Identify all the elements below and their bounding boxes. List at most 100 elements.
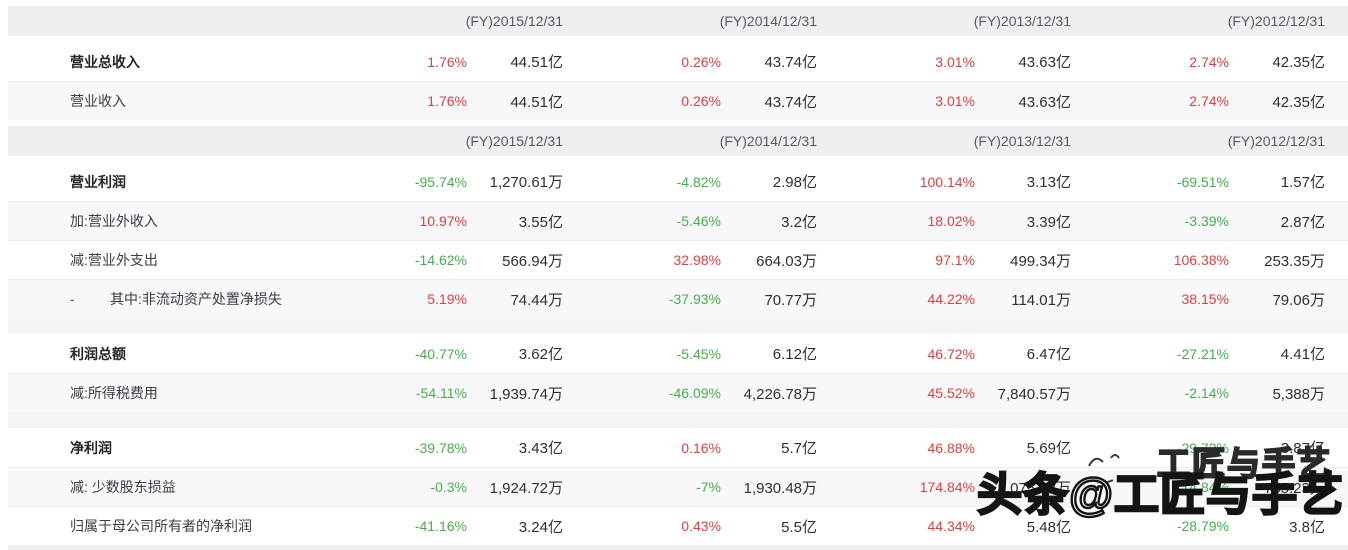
value-cell: 97.1% 499.34万 [840,250,1094,271]
table-row: 减:所得税费用 -54.11% 1,939.74万 -46.09% 4,226.78万 4… [8,373,1348,412]
value-cell: -5.46% 3.2亿 [586,211,840,232]
amount-value: 7,840.57万 [997,385,1071,403]
amount-value: 3.62亿 [518,346,563,363]
column-header-fiscal-year: (FY)2013/12/31 [973,133,1071,149]
value-cell: -40.77% 3.62亿 [332,343,586,364]
row-label: 营业利润 [8,172,332,192]
section-revenue: 营业总收入 1.76% 44.51亿 0.26% 43.74亿 3.01% 43.63亿 2.… [0,42,1348,120]
row-label-text: 营业收入 [70,93,126,109]
change-percent: -69.51% [1176,173,1229,190]
value-cell: 18.02% 3.39亿 [840,211,1094,232]
amount-value: 114.01万 [1011,291,1071,309]
value-cell: 0.43% 5.5亿 [586,516,840,537]
change-percent: 174.84% [919,479,975,495]
amount-value: 755.23万 [1264,479,1325,497]
amount-value: 5.48亿 [1026,518,1071,536]
section-gap [8,412,1348,428]
amount-value: 42.35亿 [1272,93,1325,111]
value-cell: -14.62% 566.94万 [332,250,586,271]
value-cell: 44.22% 114.01万 [840,289,1094,310]
change-percent: 46.72% [927,345,975,362]
row-prefix-dash: - [70,291,75,307]
amount-value: 74.44万 [510,291,563,309]
amount-value: 5.5亿 [781,518,817,536]
amount-value: 44.51亿 [510,93,563,111]
change-percent: -7% [696,479,721,495]
row-label: - 其中:非流动资产处置净损失 [8,289,332,309]
amount-value: 43.74亿 [764,93,817,111]
watermark-echo-text: 工匠与手艺 [1156,444,1332,483]
change-percent: 1.76% [427,53,467,70]
value-cell: 2.74% 42.35亿 [1094,91,1348,112]
value-cell: 100.14% 3.13亿 [840,171,1094,192]
value-cell: -69.51% 1.57亿 [1094,171,1348,192]
change-percent: -54.11% [415,385,467,401]
change-percent: -27.21% [1176,345,1229,362]
band-spacer [0,36,1348,42]
change-percent: 2.74% [1189,53,1229,70]
value-cell: 46.72% 6.47亿 [840,343,1094,364]
row-label: 减: 少数股东损益 [8,477,332,497]
value-cell: 45.52% 7,840.57万 [840,383,1094,404]
change-percent: -29.72% [1176,439,1229,456]
amount-value: 3.55亿 [518,213,563,231]
amount-value: 1,924.72万 [489,479,563,497]
row-label-text: 净利润 [70,439,112,456]
row-label-text: 营业总收入 [70,53,140,70]
value-cell: -3.39% 2.87亿 [1094,211,1348,232]
change-percent: 32.98% [673,252,721,268]
change-percent: 100.14% [919,173,975,190]
row-label: 减:所得税费用 [8,383,332,403]
amount-value: 3.2亿 [781,213,817,231]
change-percent: 1.76% [427,93,467,109]
value-cell: -37.93% 70.77万 [586,289,840,310]
band-spacer [0,156,1348,162]
value-cell: 174.84% 2,075.68万 [840,477,1094,498]
section-operating-profit: 营业利润 -95.74% 1,270.61万 -4.82% 2.98亿 100.14% 3.… [0,162,1348,318]
change-percent: -28.79% [1176,518,1229,534]
amount-value: 6.47亿 [1026,346,1071,363]
table-row: 营业利润 -95.74% 1,270.61万 -4.82% 2.98亿 100.14% 3.… [8,162,1348,201]
amount-value: 3.13亿 [1026,174,1071,191]
amount-value: 5,388万 [1272,385,1325,403]
column-header-fiscal-year: (FY)2015/12/31 [465,133,563,149]
row-label: 利润总额 [8,344,332,364]
amount-value: 1,930.48万 [743,479,817,497]
change-percent: -5.45% [676,345,721,362]
table-row: 营业总收入 1.76% 44.51亿 0.26% 43.74亿 3.01% 43.63亿 2.… [8,42,1348,81]
value-cell: 38.15% 79.06万 [1094,289,1348,310]
change-percent: 46.88% [927,439,975,456]
amount-value: 2.87亿 [1280,213,1325,231]
top-spacer [0,0,1348,6]
amount-value: 3.39亿 [1026,213,1071,231]
change-percent: -46.09% [668,385,721,401]
column-header-fiscal-year: (FY)2013/12/31 [973,13,1071,29]
value-cell: -29.72% 3.87亿 [1094,437,1348,458]
value-cell: 32.98% 664.03万 [586,250,840,271]
row-label-text: 减:所得税费用 [70,385,158,401]
band-spacer [0,120,1348,126]
change-percent: 18.02% [927,213,975,229]
amount-value: 42.35亿 [1272,54,1325,71]
section-net-profit: 净利润 -39.78% 3.43亿 0.16% 5.7亿 46.88% 5.69亿 -29.7… [0,428,1348,545]
amount-value: 3.8亿 [1289,518,1325,536]
section-total-profit: 利润总额 -40.77% 3.62亿 -5.45% 6.12亿 46.72% 6.47亿 -2… [0,334,1348,412]
watermark-text: 头条@工匠与手艺 [976,468,1344,521]
amount-value: 1.57亿 [1280,174,1325,191]
amount-value: 1,270.61万 [489,174,563,191]
amount-value: 499.34万 [1010,252,1071,270]
amount-value: 6.12亿 [772,346,817,363]
change-percent: 44.22% [927,291,975,307]
row-label-text: 其中:非流动资产处置净损失 [110,291,282,307]
row-label: 归属于母公司所有者的净利润 [8,516,332,536]
table-row: 净利润 -39.78% 3.43亿 0.16% 5.7亿 46.88% 5.69亿 -29.7… [8,428,1348,467]
value-cell: 3.01% 43.63亿 [840,51,1094,72]
amount-value: 43.74亿 [764,54,817,71]
change-percent: -5.46% [676,213,721,229]
amount-value: 4.41亿 [1280,346,1325,363]
amount-value: 79.06万 [1272,291,1325,309]
change-percent: -37.93% [668,291,721,307]
change-percent: 5.19% [427,291,467,307]
row-label-text: 减: 少数股东损益 [70,479,176,495]
